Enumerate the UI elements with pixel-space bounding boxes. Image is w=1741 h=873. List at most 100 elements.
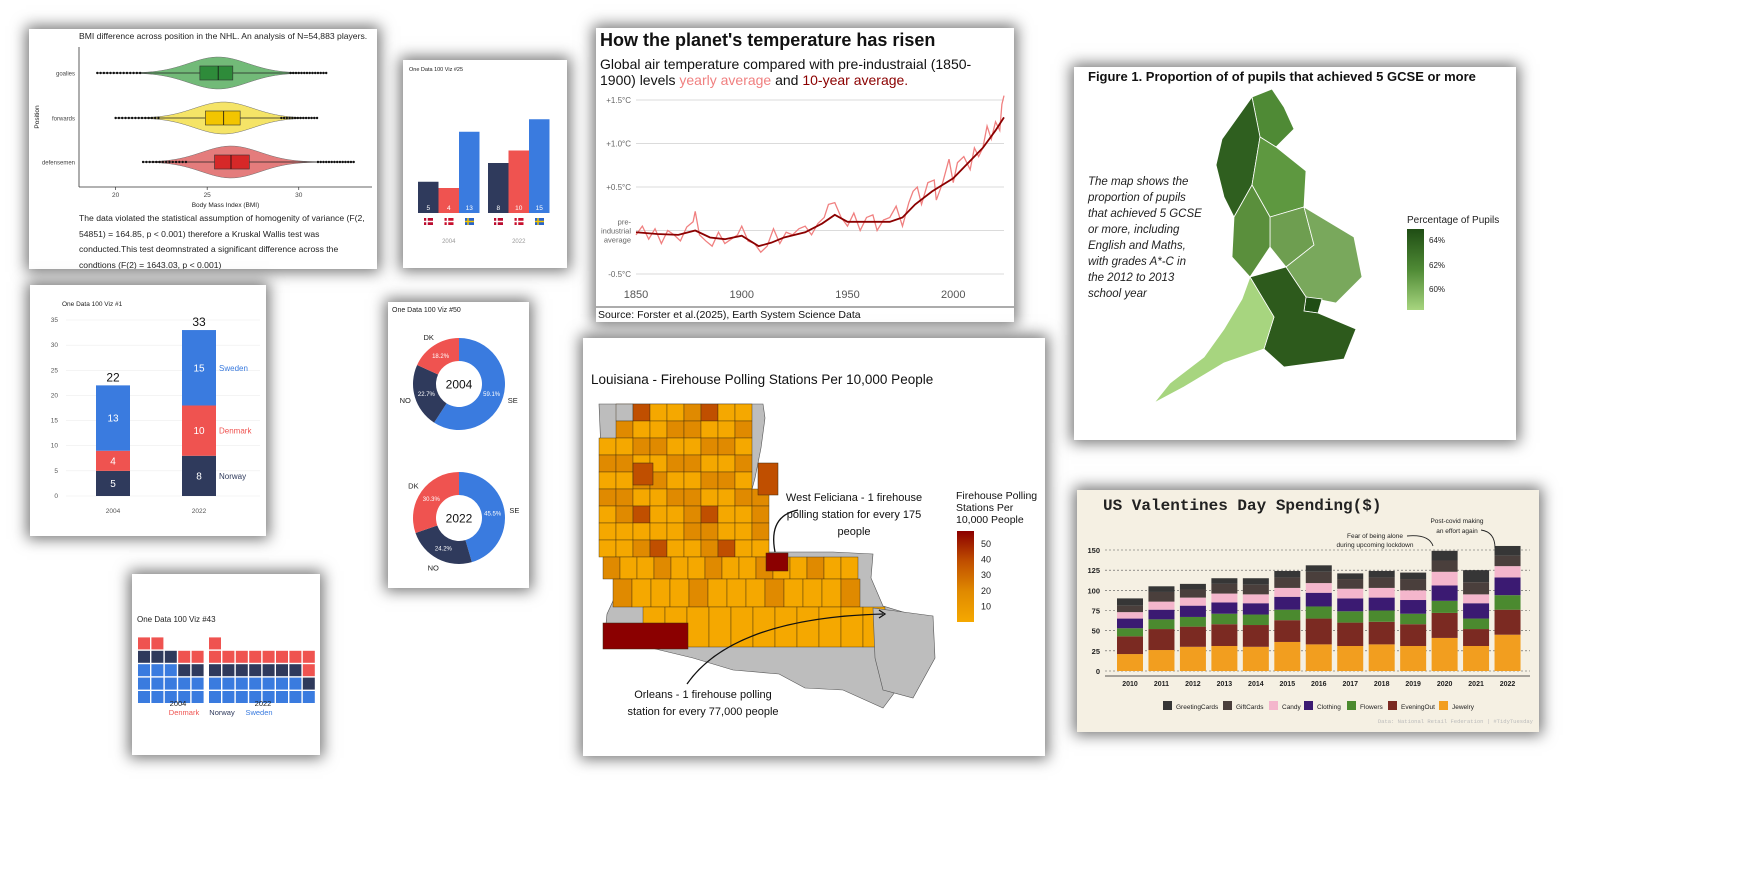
gcse-legend-tick: 64% [1429, 236, 1445, 245]
waffle-cell [302, 691, 315, 703]
outlier-point [168, 160, 171, 164]
segment-candy-2021 [1463, 594, 1490, 604]
outlier-point [289, 71, 292, 75]
segment-eveningout-2017 [1337, 622, 1364, 646]
y-tick-label: 30 [51, 342, 59, 349]
outlier-point [344, 160, 347, 164]
waffle-cell [164, 664, 177, 677]
waffle-cell [302, 650, 315, 663]
x-tick-label-2013: 2013 [1217, 681, 1233, 688]
parish [840, 578, 861, 608]
outlier-point [122, 71, 125, 75]
bar-value-label: 8 [496, 205, 500, 212]
x-tick-label-2010: 2010 [1122, 681, 1138, 688]
segment-flowers-2016 [1305, 606, 1332, 619]
outlier-point [171, 160, 174, 164]
parish [632, 505, 651, 524]
outlier-point [282, 116, 286, 120]
slice-percent-label: 45.5% [484, 512, 502, 518]
parish [669, 578, 690, 608]
outlier-point [280, 116, 283, 120]
subtitle-and: and [775, 72, 799, 88]
parish [598, 539, 617, 558]
outlier-point [313, 116, 316, 120]
parish [721, 556, 740, 580]
segment-jewelry-2022 [1494, 634, 1521, 671]
viz25-title: One Data 100 Viz #25 [409, 67, 463, 73]
slice-se-2004 [434, 338, 505, 430]
outlier-point [305, 71, 309, 75]
gcse-england-map: Percentage of Pupils 64% 62% 60% [1153, 88, 1499, 404]
segment-flowers-2018 [1368, 610, 1395, 622]
x-tick-label: 2000 [941, 289, 965, 301]
outlier-point [147, 116, 150, 120]
segment-greetingcards-2011 [1148, 586, 1175, 592]
y-tick-label: +1.5°C [606, 96, 631, 105]
parish [619, 556, 638, 580]
category-label-defensemen: defensemen [42, 161, 75, 167]
parish [615, 539, 634, 558]
segment-flowers-2017 [1337, 611, 1364, 623]
outlier-point [308, 71, 311, 75]
parish [752, 606, 776, 648]
outlier-point [164, 160, 168, 164]
parish [796, 606, 820, 648]
parish [598, 454, 617, 473]
parish [615, 471, 634, 490]
waffle-cell [178, 677, 191, 690]
viz1-stacked-card: One Data 100 Viz #1 0 5 10 15 20 25 30 35 5 4 13 22 2… [30, 285, 266, 536]
segment-eveningout-2012 [1179, 626, 1206, 647]
annotation-orleans: Orleans - 1 firehouse polling station fo… [627, 689, 779, 718]
outlier-point [285, 116, 289, 120]
segment-jewelry-2017 [1337, 645, 1364, 671]
segment-greetingcards-2010 [1117, 598, 1143, 606]
temperature-subtitle: Global air temperature compared with pre… [600, 56, 1005, 88]
waffle-cell [289, 691, 302, 703]
waffle-cell [191, 691, 204, 703]
outlier-point [161, 160, 165, 164]
outlier-point [346, 160, 350, 164]
nhl-ylabel: Position [34, 105, 41, 129]
parish [666, 522, 685, 541]
outlier-point [293, 116, 297, 120]
outlier-point [106, 71, 109, 75]
la-legend-tick: 30 [981, 570, 991, 580]
waffle-cell [235, 691, 248, 703]
parish [821, 578, 842, 608]
outlier-point [140, 116, 144, 120]
viz43-waffle-card: One Data 100 Viz #43 2004 2022 Denmark Norwa… [132, 574, 320, 755]
segment-giftcards-2021 [1463, 582, 1490, 595]
segment-giftcards-2012 [1179, 589, 1206, 598]
x-tick-label-2011: 2011 [1154, 681, 1169, 688]
outlier-point [341, 160, 344, 164]
parish [700, 420, 719, 439]
parish [666, 454, 685, 473]
segment-eveningout-2016 [1305, 618, 1332, 645]
segment-jewelry-2010 [1117, 654, 1143, 671]
segment-clothing-2020 [1431, 585, 1458, 601]
parish [598, 471, 617, 490]
donut-center-label-2022: 2022 [446, 512, 473, 526]
segment-value-label: 4 [110, 456, 116, 467]
parish [649, 403, 668, 422]
parish [700, 522, 719, 541]
parish [734, 522, 753, 541]
y-tick-label: 150 [1087, 546, 1100, 555]
parish [700, 403, 719, 422]
waffle-cell [138, 664, 150, 677]
segment-candy-2018 [1368, 587, 1395, 598]
outlier-point [325, 160, 328, 164]
segment-norway-2004 [96, 470, 130, 496]
louisiana-map-card: Louisiana - Firehouse Polling Stations P… [583, 338, 1045, 756]
parish-orleans-area [872, 607, 936, 699]
slice-percent-label: 30.3% [423, 497, 441, 503]
parish-west-feliciana [765, 552, 789, 572]
viz50-donut-card: One Data 100 Viz #50 59.1% SE 22.7% NO 18.2% D… [388, 302, 529, 588]
slice-percent-label: 22.7% [418, 392, 436, 398]
segment-candy-2011 [1148, 601, 1175, 610]
x-tick-label-2004: 2004 [106, 508, 121, 515]
waffle-cell [178, 664, 191, 677]
y-tick-label: 25 [1092, 647, 1100, 656]
gcse-legend-tick: 62% [1429, 261, 1445, 270]
